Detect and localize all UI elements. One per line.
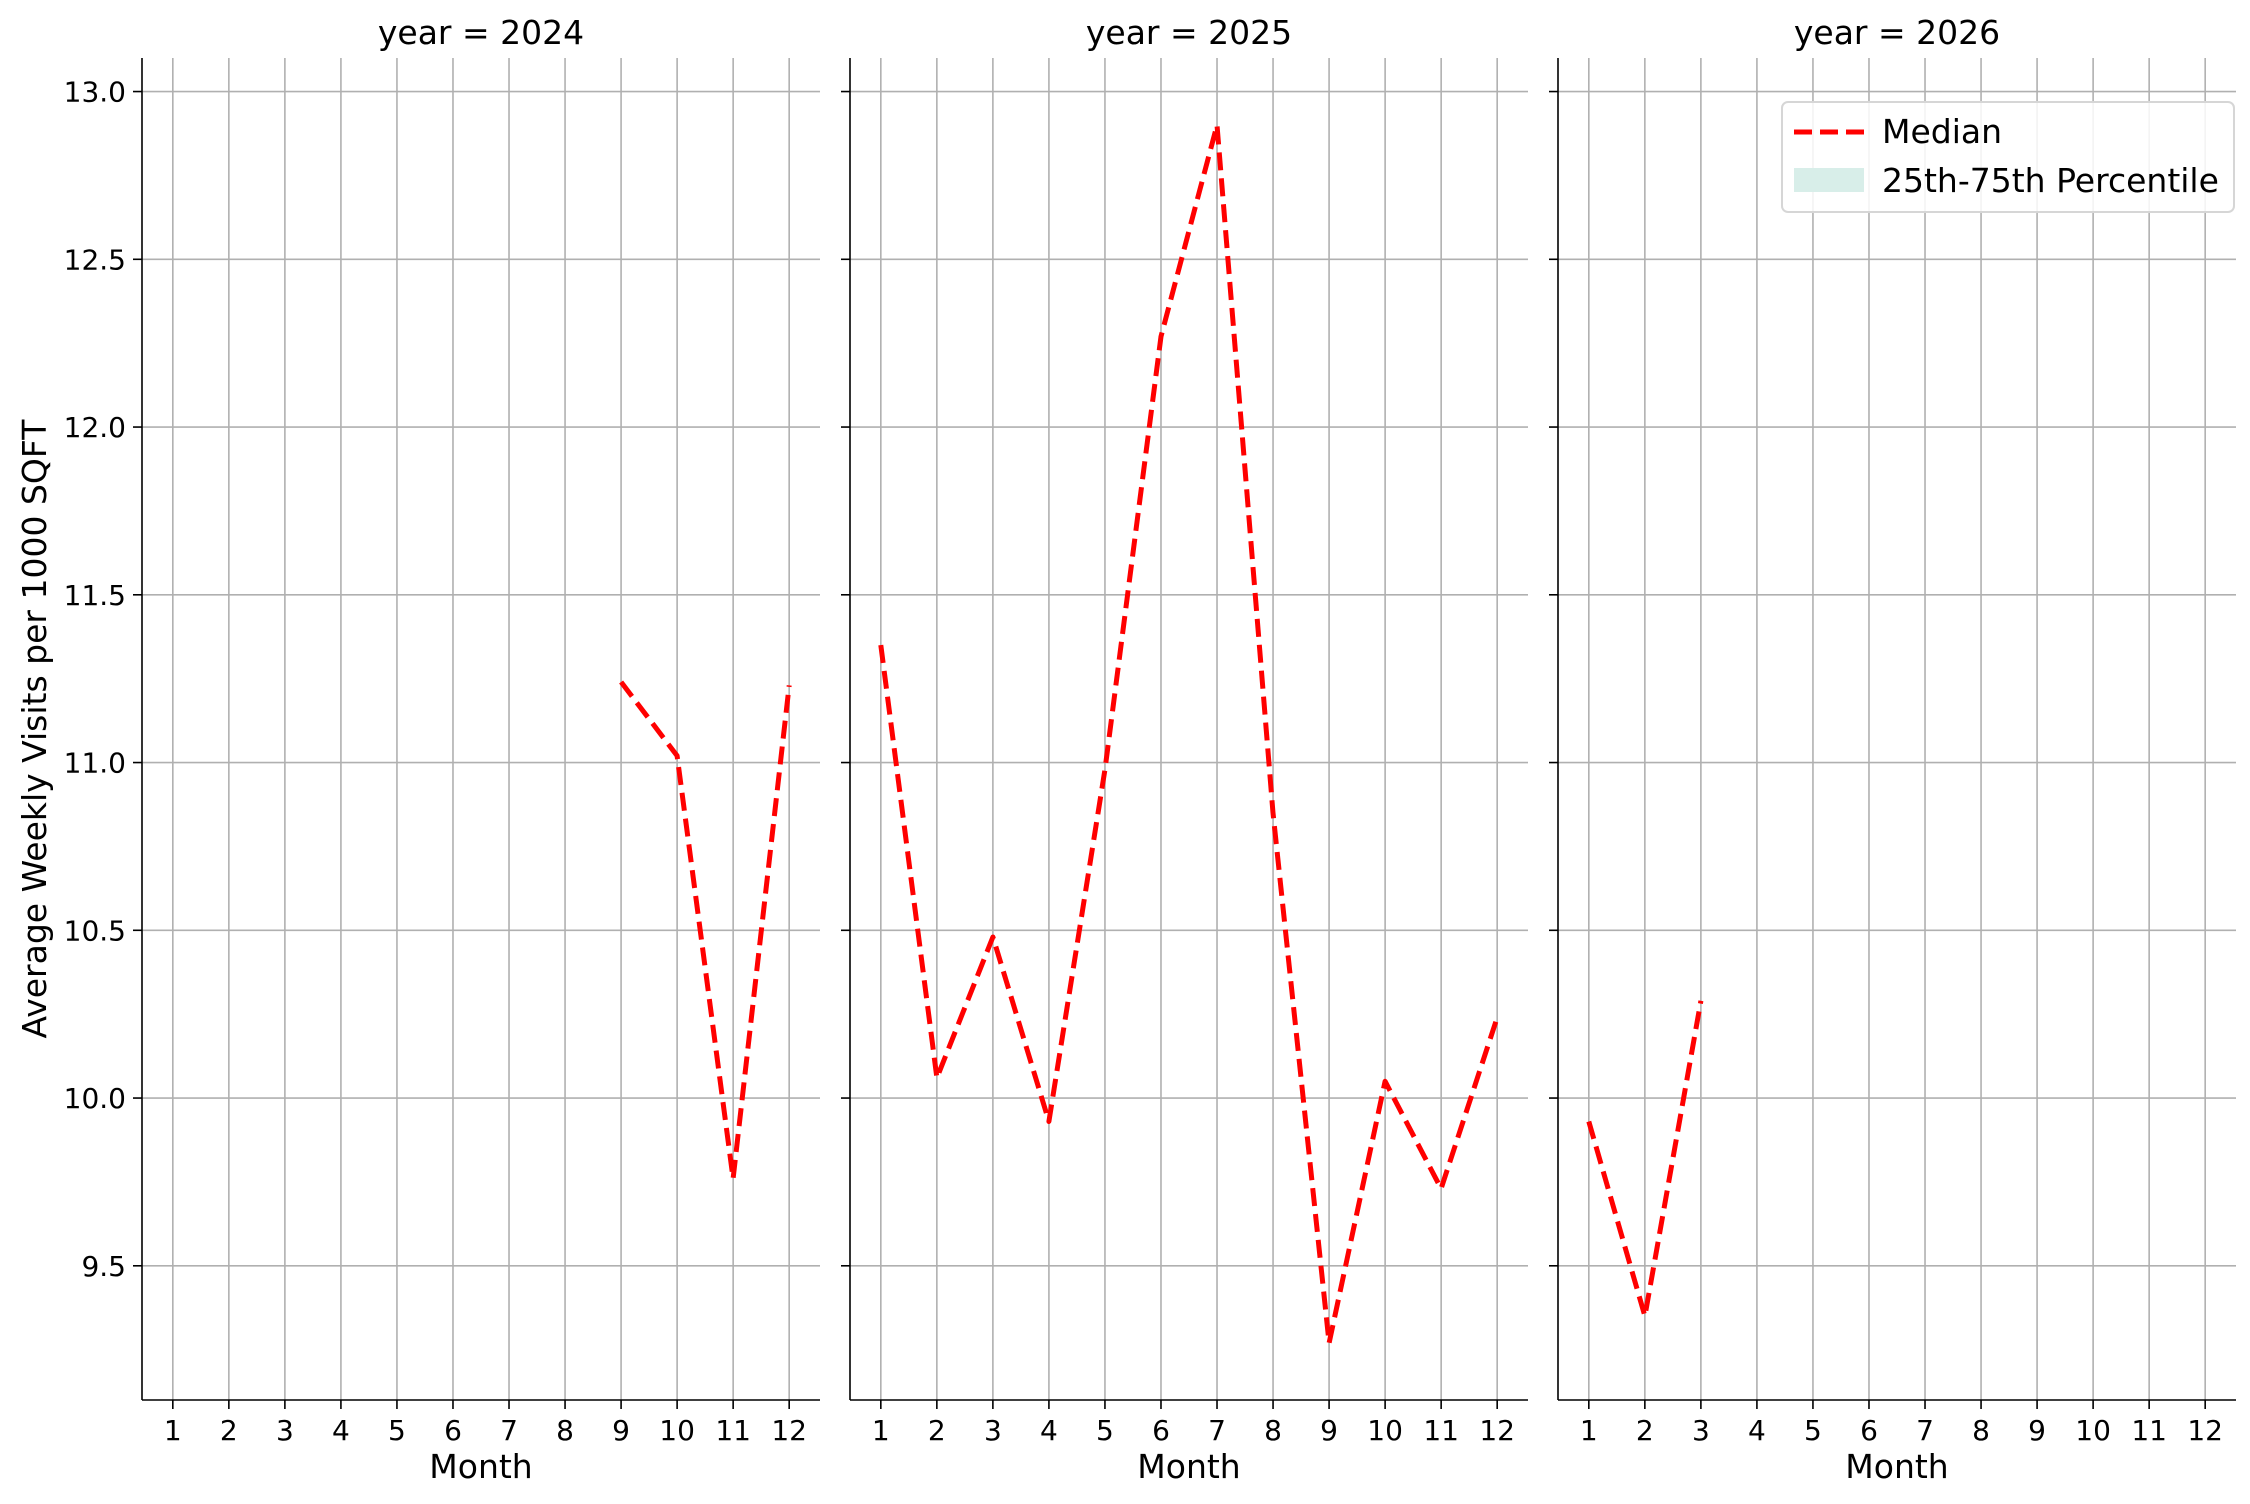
x-tick-label: 12 [1479,1414,1515,1447]
x-tick-label: 5 [1096,1414,1114,1447]
x-tick-label: 7 [1916,1414,1934,1447]
x-tick-label: 3 [984,1414,1002,1447]
x-tick-label: 12 [2187,1414,2223,1447]
x-tick-label: 2 [928,1414,946,1447]
x-tick-label: 6 [1152,1414,1170,1447]
x-tick-label: 5 [388,1414,406,1447]
x-tick-label: 10 [2075,1414,2111,1447]
panel-title: year = 2025 [1086,13,1292,52]
x-tick-label: 8 [556,1414,574,1447]
legend-label-percentile: 25th-75th Percentile [1882,161,2219,200]
y-tick-label: 11.5 [64,579,126,612]
panel-title: year = 2026 [1794,13,2000,52]
x-axis-label: Month [1845,1447,1948,1486]
y-tick-label: 13.0 [64,76,126,109]
x-tick-label: 9 [2028,1414,2046,1447]
x-tick-label: 4 [1748,1414,1766,1447]
x-tick-label: 4 [332,1414,350,1447]
x-tick-label: 10 [1367,1414,1403,1447]
y-tick-label: 9.5 [81,1250,126,1283]
x-tick-label: 2 [220,1414,238,1447]
x-tick-label: 9 [1320,1414,1338,1447]
x-axis-label: Month [1137,1447,1240,1486]
x-tick-label: 7 [1208,1414,1226,1447]
x-tick-label: 1 [1580,1414,1598,1447]
x-axis-label: Month [429,1447,532,1486]
y-tick-label: 12.0 [64,411,126,444]
x-tick-label: 5 [1804,1414,1822,1447]
y-tick-label: 10.5 [64,914,126,947]
x-tick-label: 10 [659,1414,695,1447]
x-tick-label: 3 [1692,1414,1710,1447]
x-tick-label: 12 [771,1414,807,1447]
x-tick-label: 3 [276,1414,294,1447]
series-line-median [881,125,1497,1343]
x-tick-label: 2 [1636,1414,1654,1447]
x-tick-label: 7 [500,1414,518,1447]
y-axis-label: Average Weekly Visits per 1000 SQFT [15,419,54,1039]
x-tick-label: 6 [1860,1414,1878,1447]
x-tick-label: 1 [164,1414,182,1447]
x-tick-label: 11 [715,1414,751,1447]
x-tick-label: 4 [1040,1414,1058,1447]
x-tick-label: 11 [2131,1414,2167,1447]
x-tick-label: 1 [872,1414,890,1447]
panel-title: year = 2024 [378,13,584,52]
x-tick-label: 11 [1423,1414,1459,1447]
x-tick-label: 9 [612,1414,630,1447]
legend-label-median: Median [1882,112,2002,151]
legend-swatch-percentile [1794,168,1864,192]
y-tick-label: 11.0 [64,747,126,780]
x-tick-label: 8 [1264,1414,1282,1447]
y-tick-label: 12.5 [64,243,126,276]
x-tick-label: 8 [1972,1414,1990,1447]
x-tick-label: 6 [444,1414,462,1447]
y-tick-label: 10.0 [64,1082,126,1115]
